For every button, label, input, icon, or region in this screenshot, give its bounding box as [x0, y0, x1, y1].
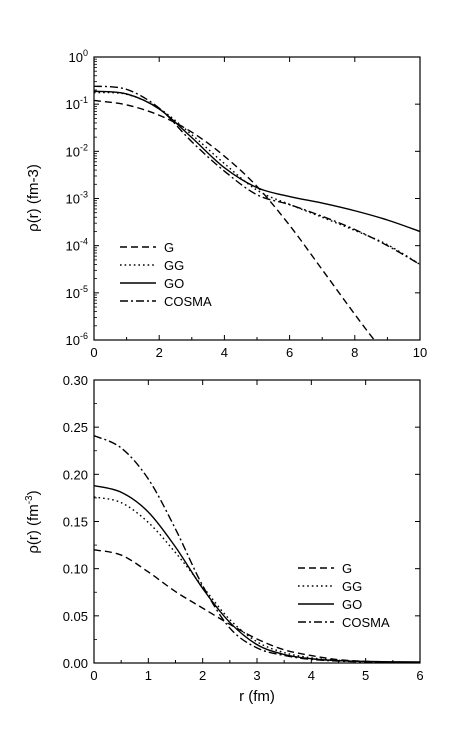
legend-label-g: G: [342, 561, 352, 576]
top-chart-ticks: 0 2 4 6 8 10 10-6 10-5 10-4 10-3 10-2 10-1 100: [66, 48, 428, 360]
series-line-g: [94, 549, 420, 663]
x-tick-label: 6: [416, 668, 423, 683]
x-tick-label: 2: [156, 345, 163, 360]
y-tick-label: 10-2: [66, 142, 88, 159]
legend-label-gg: GG: [342, 579, 362, 594]
x-tick-label: 8: [351, 345, 358, 360]
series-line-gg: [94, 496, 420, 663]
series-line-cosma: [94, 85, 420, 266]
y-tick-label: 0.00: [63, 656, 88, 671]
legend-label-go: GO: [342, 597, 362, 612]
bottom-y-axis-label-close: ): [25, 490, 42, 495]
y-tick-label: 10-5: [66, 284, 88, 301]
top-chart-series: [94, 85, 420, 340]
bottom-chart-ticks: 0 1 2 3 4 5 6 0.00 0.05 0.10 0.15 0.20 0.25 0.30: [63, 373, 424, 683]
y-tick-label: 10-3: [66, 190, 88, 207]
series-line-go: [94, 484, 420, 663]
y-tick-label: 0.15: [63, 515, 88, 530]
legend-label-cosma: COSMA: [342, 615, 390, 630]
x-tick-label: 2: [199, 668, 206, 683]
legend-label-go: GO: [164, 276, 184, 291]
x-tick-label: 4: [308, 668, 315, 683]
legend-label-gg: GG: [164, 258, 184, 273]
series-line-gg: [94, 91, 420, 266]
legend-label-g: G: [164, 240, 174, 255]
bottom-y-axis-label-sup: -3: [24, 495, 35, 504]
x-tick-label: 6: [286, 345, 293, 360]
top-chart-panel: 0 2 4 6 8 10 10-6 10-5 10-4 10-3 10-2 10-1 100 ρ(r) …: [25, 48, 427, 360]
y-tick-label: 10-6: [66, 331, 88, 348]
bottom-x-axis-label: r (fm): [239, 688, 275, 705]
y-tick-label: 100: [69, 48, 88, 65]
x-tick-label: 0: [90, 345, 97, 360]
x-tick-label: 10: [413, 345, 427, 360]
legend-label-cosma: COSMA: [164, 294, 212, 309]
series-line-g: [94, 99, 376, 340]
x-tick-label: 0: [90, 668, 97, 683]
bottom-y-axis-label-text: ρ(r) (fm: [25, 504, 42, 553]
series-line-go: [94, 90, 420, 233]
bottom-y-axis-label: ρ(r) (fm-3): [24, 490, 42, 553]
y-tick-label: 10-4: [66, 237, 88, 254]
y-tick-label: 0.30: [63, 373, 88, 388]
top-y-axis-label: ρ(r) (fm-3): [25, 164, 42, 232]
bottom-chart-panel: 0 1 2 3 4 5 6 0.00 0.05 0.10 0.15 0.20 0.25 0.30 ρ(r)…: [24, 373, 424, 705]
x-tick-label: 4: [221, 345, 228, 360]
x-tick-label: 5: [362, 668, 369, 683]
y-tick-label: 0.05: [63, 609, 88, 624]
y-tick-label: 0.10: [63, 562, 88, 577]
y-tick-label: 0.25: [63, 420, 88, 435]
y-tick-label: 10-1: [66, 95, 88, 112]
x-tick-label: 1: [145, 668, 152, 683]
x-tick-label: 3: [253, 668, 260, 683]
y-tick-label: 0.20: [63, 467, 88, 482]
